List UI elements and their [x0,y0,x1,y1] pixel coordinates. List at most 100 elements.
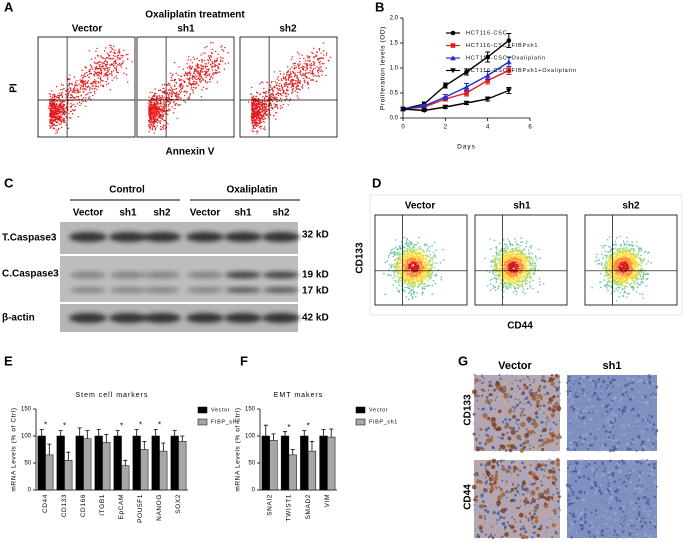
flow-dot [157,122,158,123]
flow-dot [56,122,57,123]
flow-dot [406,258,408,260]
flow-dot [180,97,181,98]
flow-dot [73,104,74,105]
flow-dot [512,269,514,271]
flow-dot [90,92,91,93]
flow-dot [507,246,509,248]
flow-dot [512,253,514,255]
flow-dot [526,280,528,282]
flow-dot [160,89,161,90]
flow-dot [415,269,417,271]
flow-dot [162,96,163,97]
flow-dot [61,92,62,93]
flow-dot [156,104,157,105]
flow-dot [148,125,149,126]
flow-dot [515,290,517,292]
flow-dot [294,72,295,73]
flow-dot [212,65,213,66]
flow-dot [206,82,207,83]
flow-dot [216,73,217,74]
flow-dot [316,81,317,82]
flow-dot [270,84,271,85]
flow-dot [499,254,501,256]
flow-dot [77,96,78,97]
flow-dot [317,70,318,71]
flow-dot [216,65,217,66]
flow-dot [251,122,252,123]
flow-dot [188,81,189,82]
flow-dot [398,280,400,282]
flow-dot [270,114,271,115]
flow-dot [169,89,170,90]
axis-label: Annexin V [166,147,215,158]
flow-dot [409,288,411,290]
flow-dot [57,131,58,132]
flow-dot [415,261,417,263]
flow-dot [510,287,512,289]
flow-dot [304,63,305,64]
flow-dot [74,91,75,92]
flow-dot [284,85,285,86]
flow-dot [69,79,70,80]
flow-dot [78,116,79,117]
flow-dot [263,115,264,116]
sample-label: sh1 [177,24,195,35]
flow-dot [410,254,412,256]
flow-dot [55,109,56,110]
flow-dot [503,239,505,241]
flow-dot [312,74,313,75]
flow-dot [196,65,197,66]
flow-dot [74,76,75,77]
flow-dot [109,73,110,74]
flow-dot [297,85,298,86]
flow-dot [217,58,218,59]
flow-dot [159,112,160,113]
flow-dot [203,79,204,80]
flow-dot [53,121,54,122]
flow-dot [152,92,153,93]
flow-dot [407,238,409,240]
flow-dot [520,262,522,264]
flow-dot [429,285,431,287]
flow-dot [161,118,162,119]
flow-dot [220,57,221,58]
flow-dot [80,89,81,90]
flow-dot [227,52,228,53]
flow-dot [204,47,205,48]
flow-dot [180,92,181,93]
flow-dot [205,53,206,54]
flow-dot [158,95,159,96]
flow-dot [107,68,108,69]
flow-dot [406,268,408,270]
flow-dot [149,100,150,101]
flow-dot [422,271,424,273]
flow-dot [50,111,51,112]
flow-dot [51,101,52,102]
flow-dot [150,116,151,117]
flow-dot [210,81,211,82]
flow-dot [315,54,316,55]
flow-dot [123,73,124,74]
flow-dot [406,276,408,278]
flow-dot [82,81,83,82]
flow-dot [100,78,101,79]
flow-dot [206,88,207,89]
flow-dot [494,286,496,288]
flow-dot [535,255,537,257]
flow-dot [170,80,171,81]
flow-dot [266,82,267,83]
flow-dot [253,117,254,118]
flow-dot [406,278,408,280]
flow-dot [198,85,199,86]
flow-dot [278,80,279,81]
flow-dot [301,55,302,56]
flow-dot [300,83,301,84]
flow-dot [100,85,101,86]
flow-dot [81,86,82,87]
flow-dot [527,277,529,279]
flow-dot [497,288,499,290]
flow-dot [301,75,302,76]
flow-dot [494,259,496,261]
flow-dot [89,50,90,51]
